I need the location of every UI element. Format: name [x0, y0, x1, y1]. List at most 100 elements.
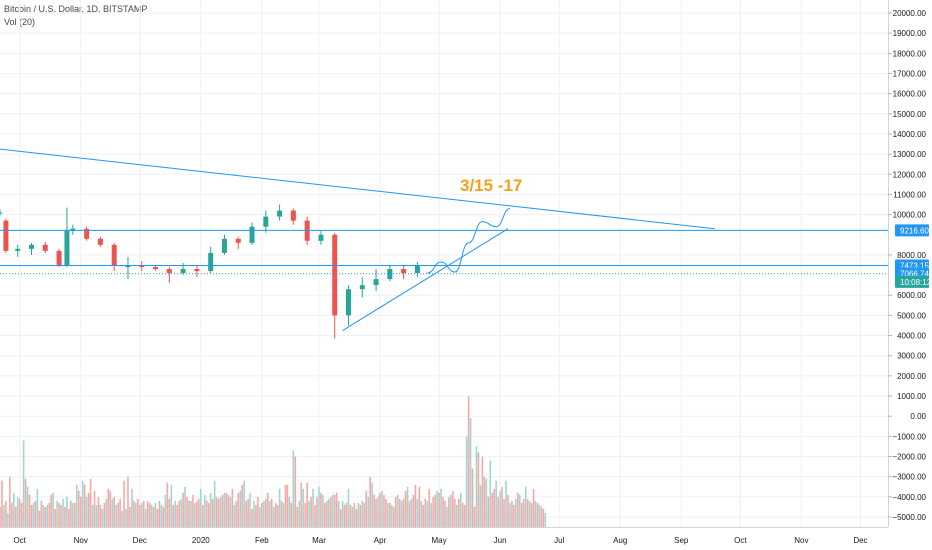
volume-bar	[343, 504, 346, 528]
volume-bar	[87, 492, 90, 528]
volume-bar	[398, 498, 401, 528]
volume-bar	[158, 500, 161, 528]
volume-bar	[526, 498, 529, 528]
candle-body	[290, 210, 296, 221]
volume-bar	[154, 502, 157, 528]
volume-bar	[448, 496, 450, 528]
volume-bar	[534, 500, 537, 528]
price-label-text: 7066.74	[900, 270, 929, 279]
candle-body	[318, 234, 324, 241]
volume-bar	[463, 504, 466, 528]
time-tick-label: Feb	[255, 536, 269, 545]
price-label-box	[895, 224, 929, 237]
volume-bar	[477, 452, 480, 528]
trend-line	[0, 148, 715, 230]
volume-bar	[225, 492, 228, 528]
volume-bar	[211, 498, 214, 528]
volume-bar	[62, 498, 64, 528]
volume-bar	[245, 500, 247, 528]
price-tick-label: 8000.00	[897, 251, 926, 260]
price-label-text: 9216.60	[900, 226, 929, 235]
price-tick-label: 3000.00	[897, 352, 926, 361]
volume-bar	[182, 492, 184, 528]
volume-bar	[434, 494, 436, 528]
volume-bar	[11, 502, 13, 528]
volume-bar	[115, 504, 117, 528]
volume-bar	[30, 504, 33, 528]
volume-bar	[70, 500, 72, 528]
volume-bar	[144, 508, 147, 528]
volume-bar	[517, 492, 519, 528]
candle-body	[166, 269, 172, 274]
volume-bar	[60, 504, 62, 528]
volume-bar	[221, 494, 224, 528]
volume-bar	[129, 506, 131, 528]
time-tick-label: Oct	[13, 536, 26, 545]
volume-bar	[347, 488, 350, 528]
volume-bar	[140, 502, 143, 528]
volume-bar	[540, 506, 543, 528]
candle-body	[249, 226, 255, 243]
volume-bar	[503, 498, 505, 528]
volume-bar	[190, 500, 192, 528]
candle-body	[15, 248, 21, 251]
volume-bar	[410, 498, 413, 528]
volume-bar	[164, 494, 167, 528]
volume-bar	[117, 502, 119, 528]
volume-bar	[237, 492, 240, 528]
candle-body	[346, 289, 352, 316]
candle-body	[180, 269, 186, 274]
price-candles	[0, 204, 420, 339]
volume-bar	[485, 478, 488, 528]
volume-bar	[412, 494, 415, 528]
volume-bar	[363, 502, 366, 528]
volume-bar	[255, 504, 257, 528]
volume-bar	[420, 500, 423, 528]
volume-bar	[296, 506, 299, 528]
volume-bar	[192, 494, 194, 528]
volume-bar	[170, 484, 173, 528]
price-tick-label: 2000.00	[897, 372, 926, 381]
price-tick-label: −5000.00	[892, 513, 926, 522]
volume-bar	[133, 500, 135, 528]
volume-bar	[58, 502, 60, 528]
volume-bar	[81, 480, 84, 528]
time-tick-label: Dec	[133, 536, 147, 545]
volume-bar	[292, 450, 295, 528]
volume-bar	[77, 490, 80, 528]
volume-bar	[320, 492, 322, 528]
symbol-title: Bitcoin / U.S. Dollar, 1D, BITSTAMP	[4, 4, 148, 14]
volume-bar	[454, 498, 456, 528]
price-tick-label: 0.00	[910, 412, 926, 421]
volume-bar	[381, 490, 383, 528]
candle-body	[332, 234, 338, 316]
volume-bar	[227, 494, 230, 528]
volume-bar	[150, 504, 153, 528]
volume-bar	[406, 486, 409, 528]
volume-bar	[414, 484, 417, 528]
volume-bar	[446, 506, 448, 528]
volume-bar	[121, 510, 123, 528]
volume-bar	[142, 500, 145, 528]
volume-bar	[180, 498, 182, 528]
volume-bar	[186, 496, 188, 528]
volume-bars	[0, 396, 547, 528]
volume-bar	[302, 488, 305, 528]
volume-bar	[505, 480, 507, 528]
time-axis[interactable]: Oct Nov Dec 2020 Feb Mar Apr May Jun Jul Aug Sep Oct…	[0, 527, 888, 550]
volume-bar	[217, 498, 220, 528]
volume-bar	[34, 500, 37, 528]
volume-bar	[316, 496, 318, 528]
volume-bar	[72, 502, 74, 528]
volume-bar	[274, 502, 277, 528]
volume-bar	[64, 506, 66, 528]
candle-body	[56, 250, 62, 265]
trend-drawings[interactable]	[0, 148, 715, 331]
price-tick-label: 12000.00	[893, 170, 927, 179]
volume-bar	[93, 490, 96, 528]
candle-body	[29, 244, 35, 249]
volume-bar	[68, 508, 70, 528]
volume-bar	[341, 500, 344, 528]
volume-bar	[335, 492, 338, 528]
